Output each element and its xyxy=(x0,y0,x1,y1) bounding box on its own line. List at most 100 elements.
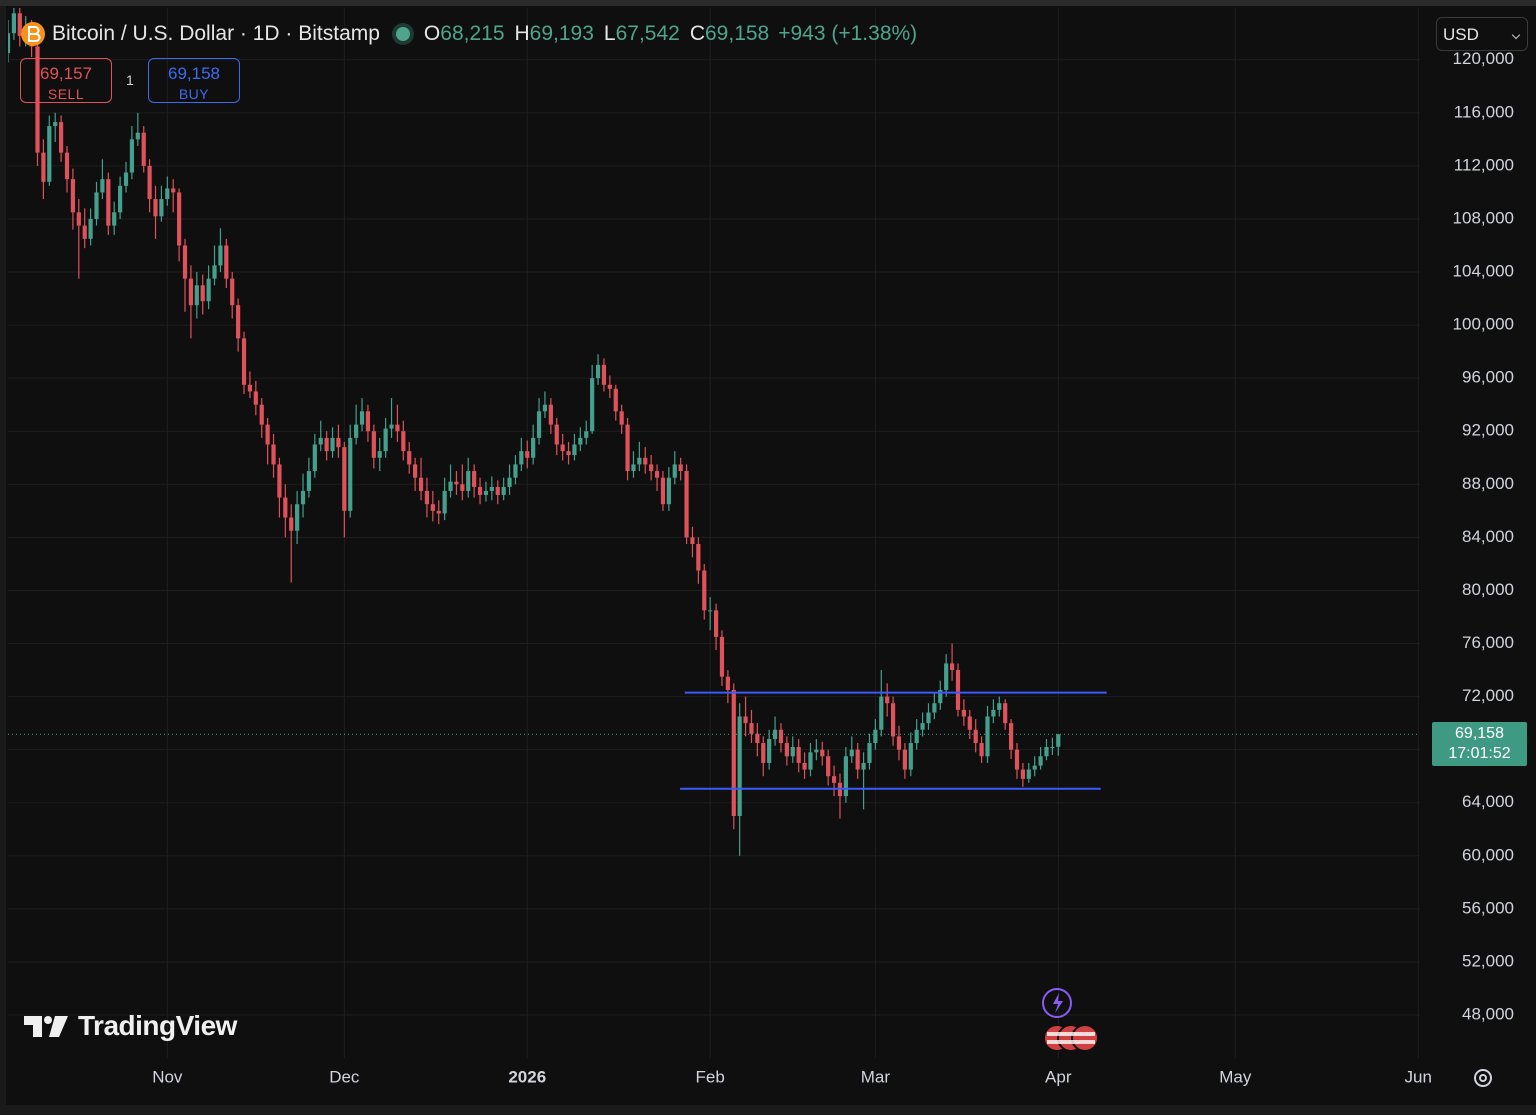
candle-body xyxy=(566,451,571,456)
bitcoin-glyph xyxy=(28,26,41,42)
candle-body xyxy=(560,444,565,452)
candle-body xyxy=(64,152,70,180)
candle-body xyxy=(206,278,211,302)
candle-body xyxy=(501,486,506,495)
sell-button[interactable]: 69,157 SELL xyxy=(20,58,112,103)
candle-body xyxy=(902,749,907,770)
candle-body xyxy=(224,245,229,279)
candle-body xyxy=(855,749,860,770)
candle-body xyxy=(1038,756,1043,766)
candle-body xyxy=(867,743,872,763)
candle-body xyxy=(218,245,223,266)
candle-body xyxy=(914,729,919,744)
candle-body xyxy=(525,451,530,458)
candle-body xyxy=(678,464,683,472)
candle-body xyxy=(312,444,317,472)
candle-body xyxy=(118,185,123,213)
candle-body xyxy=(790,747,795,757)
y-tick-label: 104,000 xyxy=(1453,262,1514,281)
candle-body xyxy=(354,424,359,438)
candle-body xyxy=(542,404,548,412)
y-tick-label: 48,000 xyxy=(1462,1004,1514,1023)
candle-body xyxy=(843,756,848,797)
candle-body xyxy=(348,437,353,511)
candle-body xyxy=(814,749,819,753)
candle-body xyxy=(713,610,719,637)
candle-body xyxy=(35,46,40,153)
candle-body xyxy=(572,444,577,456)
candle-body xyxy=(188,278,194,306)
sell-label: SELL xyxy=(47,86,85,102)
candle-body xyxy=(743,716,748,724)
candle-body xyxy=(631,464,636,472)
candle-body xyxy=(342,447,347,511)
candle-body xyxy=(926,712,931,724)
buy-button[interactable]: 69,158 BUY xyxy=(148,58,240,103)
candle-body xyxy=(531,437,536,458)
candle-body xyxy=(1008,723,1014,750)
candle-body xyxy=(100,179,105,193)
candle-body xyxy=(961,709,966,717)
candle-body xyxy=(778,729,784,744)
candle-body xyxy=(324,437,329,452)
candle-body xyxy=(289,517,294,531)
candle-body xyxy=(424,490,430,505)
candle-body xyxy=(236,305,241,339)
brand: TradingView xyxy=(78,1010,237,1041)
candle-body xyxy=(1044,747,1049,757)
tradingview-logo xyxy=(24,1016,68,1037)
candle-body xyxy=(283,497,288,518)
candle-body xyxy=(772,729,778,740)
candle-body xyxy=(684,471,689,538)
candle-body xyxy=(613,388,618,412)
candles xyxy=(8,8,1420,856)
y-tick-label: 92,000 xyxy=(1462,421,1514,440)
symbol[interactable]: Bitcoin / U.S. Dollar · 1D · Bitstamp xyxy=(52,22,380,45)
candle-body xyxy=(873,729,878,744)
candle-body xyxy=(719,636,725,677)
y-tick-label: 64,000 xyxy=(1462,792,1514,811)
candle-body xyxy=(76,212,81,226)
candle-body xyxy=(997,703,1002,710)
y-tick-label: 108,000 xyxy=(1453,208,1514,227)
y-tick-label: 112,000 xyxy=(1454,155,1514,174)
candle-body xyxy=(548,404,553,425)
candle-body xyxy=(660,477,666,505)
y-tick-label: 100,000 xyxy=(1453,315,1514,334)
candle-body xyxy=(967,716,972,730)
event-icons[interactable] xyxy=(1042,988,1099,1052)
ohlc-value: 68,215 xyxy=(440,22,505,45)
candle-body xyxy=(371,431,376,458)
currency-select[interactable]: USD xyxy=(1436,17,1528,51)
candle-body xyxy=(182,245,188,279)
candle-body xyxy=(70,179,76,213)
candle-body xyxy=(938,689,943,704)
candle-body xyxy=(820,749,825,757)
candle-body xyxy=(389,424,394,429)
candle-body xyxy=(123,172,129,186)
settings-icon[interactable] xyxy=(1474,1069,1492,1087)
candle-body xyxy=(690,537,695,545)
x-tick-label: Feb xyxy=(696,1067,725,1086)
candle-body xyxy=(590,378,595,432)
candle-body xyxy=(672,464,677,478)
candle-body xyxy=(306,471,312,491)
candle-body xyxy=(944,663,949,690)
candle-body xyxy=(861,762,866,770)
ohlc-value: 69,193 xyxy=(529,22,594,45)
y-tick-label: 60,000 xyxy=(1462,845,1514,864)
y-tick-label: 76,000 xyxy=(1462,633,1514,652)
candle-body xyxy=(159,199,164,217)
candle-body xyxy=(259,404,264,425)
candle-body xyxy=(436,510,441,514)
quantity: 1 xyxy=(126,72,134,88)
candle-body xyxy=(401,431,406,452)
candle-body xyxy=(135,132,140,140)
candle-body xyxy=(365,411,371,432)
candle-body xyxy=(47,126,52,182)
candle-body xyxy=(395,424,400,432)
x-tick-label: Apr xyxy=(1045,1067,1072,1086)
candle-body xyxy=(920,723,925,730)
